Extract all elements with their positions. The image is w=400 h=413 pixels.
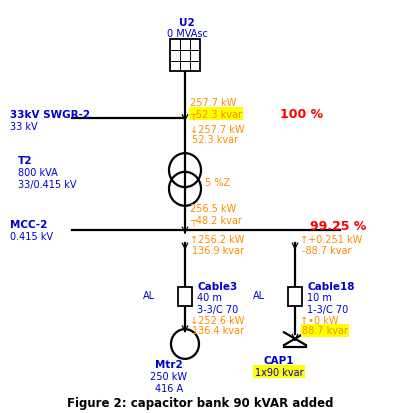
Bar — [170, 40, 200, 72]
Text: 256.5 kW: 256.5 kW — [190, 204, 236, 214]
Text: 1-3/C 70: 1-3/C 70 — [307, 304, 348, 314]
Text: Figure 2: capacitor bank 90 kVAR added: Figure 2: capacitor bank 90 kVAR added — [67, 396, 333, 409]
Text: ↑256.2 kW: ↑256.2 kW — [190, 234, 244, 244]
Text: ↓252.6 kW: ↓252.6 kW — [190, 315, 244, 325]
Text: AL: AL — [253, 290, 265, 300]
Text: 99.25 %: 99.25 % — [310, 219, 366, 232]
Text: Cable18: Cable18 — [307, 281, 354, 291]
Text: 10 m: 10 m — [307, 292, 332, 303]
Text: ↑•0 kW: ↑•0 kW — [300, 315, 338, 325]
Text: 52.3 kvar: 52.3 kvar — [192, 135, 238, 145]
Text: CAP1: CAP1 — [264, 355, 294, 365]
Text: 136.4 kvar: 136.4 kvar — [192, 325, 244, 335]
Text: 0 MVAsc: 0 MVAsc — [166, 29, 208, 39]
Bar — [178, 287, 192, 306]
Text: 0.415 kV: 0.415 kV — [10, 231, 53, 241]
Text: 100 %: 100 % — [280, 108, 323, 121]
Text: 257.7 kW: 257.7 kW — [190, 98, 236, 108]
Text: T2: T2 — [18, 156, 32, 166]
Text: 136.9 kvar: 136.9 kvar — [192, 245, 244, 255]
Text: 5 %Z: 5 %Z — [205, 177, 230, 187]
Text: 1x90 kvar: 1x90 kvar — [255, 367, 303, 377]
Text: Cable3: Cable3 — [197, 281, 237, 291]
Text: 33/0.415 kV: 33/0.415 kV — [18, 179, 76, 189]
Text: 416 A: 416 A — [155, 382, 183, 393]
Text: 40 m: 40 m — [197, 292, 222, 303]
Text: ┬52.3 kvar: ┬52.3 kvar — [190, 109, 242, 120]
Text: 33 kV: 33 kV — [10, 122, 38, 132]
Text: ↓257.7 kW: ↓257.7 kW — [190, 124, 244, 134]
Bar — [288, 287, 302, 306]
Text: 88.7 kvar: 88.7 kvar — [302, 325, 348, 335]
Text: -88.7 kvar: -88.7 kvar — [302, 245, 352, 255]
Text: U2: U2 — [179, 18, 195, 28]
Text: ┬48.2 kvar: ┬48.2 kvar — [190, 215, 242, 225]
Text: ↑+0.251 kW: ↑+0.251 kW — [300, 234, 362, 244]
Text: MCC-2: MCC-2 — [10, 220, 47, 230]
Text: AL: AL — [143, 290, 155, 300]
Text: 250 kW: 250 kW — [150, 371, 188, 381]
Text: 800 kVA: 800 kVA — [18, 168, 58, 178]
Text: 33kV SWGR-2: 33kV SWGR-2 — [10, 109, 90, 119]
Text: Mtr2: Mtr2 — [155, 359, 183, 369]
Text: 3-3/C 70: 3-3/C 70 — [197, 304, 238, 314]
